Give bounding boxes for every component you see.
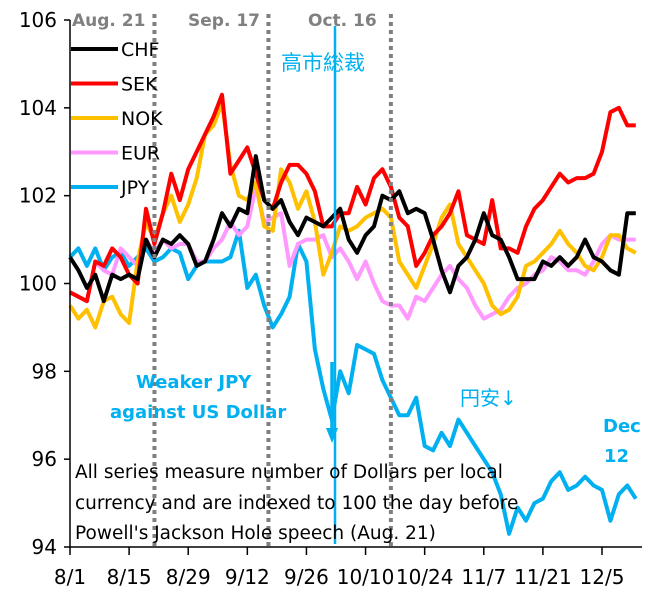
y-tick-label: 106 <box>19 8 57 32</box>
series-line-jpy <box>68 228 638 536</box>
annotations: 高市総裁 Weaker JPY against US Dollar 円安↓ De… <box>75 51 641 544</box>
x-tick-label: 12/5 <box>580 565 625 589</box>
x-ticks: 8/1 8/15 8/29 9/12 9/26 10/10 10/24 11/7 11/21 12… <box>54 547 625 589</box>
y-tick-label: 100 <box>19 272 57 296</box>
down-arrow-icon <box>326 428 338 443</box>
legend: CHF SEK NOK EUR JPY <box>71 39 163 199</box>
note-line-3: Powell's Jackson Hole speech (Aug. 21) <box>75 523 436 544</box>
x-tick-label: 8/29 <box>166 565 211 589</box>
y-tick-label: 98 <box>32 359 57 383</box>
x-tick-label: 9/12 <box>225 565 270 589</box>
x-tick-label: 10/24 <box>396 565 454 589</box>
event-label-sep-17: Sep. 17 <box>188 11 260 31</box>
annotation-weaker-jpy: Weaker JPY <box>136 372 252 393</box>
note-line-1: All series measure number of Dollars per… <box>75 462 503 483</box>
legend-label-chf: CHF <box>121 39 159 61</box>
event-lines: Aug. 21 Sep. 17 Oct. 16 <box>72 11 393 547</box>
series-line-sek <box>69 92 636 304</box>
y-tick-label: 94 <box>32 535 57 559</box>
annotation-dec: Dec <box>603 416 641 437</box>
annotation-takaichi: 高市総裁 <box>281 51 365 75</box>
x-tick-label: 11/21 <box>514 565 572 589</box>
x-tick-label: 10/10 <box>337 565 395 589</box>
legend-label-nok: NOK <box>121 108 163 130</box>
series-line-chf <box>68 154 636 304</box>
annotation-12: 12 <box>604 446 629 467</box>
y-tick-label: 102 <box>19 184 57 208</box>
y-tick-label: 104 <box>19 96 57 120</box>
event-label-aug-21: Aug. 21 <box>72 11 145 31</box>
series-layer <box>68 92 638 536</box>
x-tick-label: 11/7 <box>461 565 506 589</box>
annotation-yen-weak: 円安↓ <box>460 386 517 410</box>
legend-label-sek: SEK <box>121 74 158 96</box>
note-line-2: currency and are indexed to 100 the day … <box>75 493 518 514</box>
y-tick-label: 96 <box>32 447 57 471</box>
legend-label-jpy: JPY <box>120 177 150 199</box>
x-tick-label: 8/15 <box>107 565 152 589</box>
x-tick-label: 8/1 <box>54 565 86 589</box>
y-ticks: 94 96 98 100 102 104 106 <box>19 8 70 559</box>
x-tick-label: 9/26 <box>284 565 329 589</box>
annotation-against-usd: against US Dollar <box>110 402 286 423</box>
event-label-oct-16: Oct. 16 <box>308 11 377 31</box>
legend-label-eur: EUR <box>121 143 160 165</box>
